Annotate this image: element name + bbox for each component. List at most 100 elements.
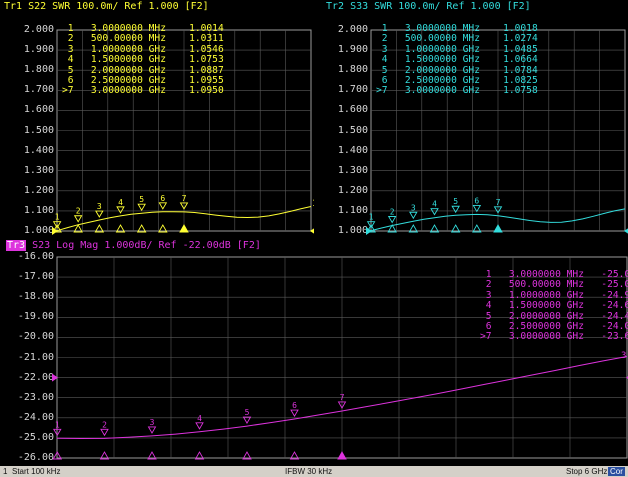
marker-table-row[interactable]: >7 3.0000000 GHz 1.0758 — [376, 85, 538, 97]
marker-1-stimulus-indicator[interactable] — [366, 224, 376, 233]
marker-table-row[interactable]: 6 2.5000000 GHz 1.0825 — [376, 75, 538, 87]
y-tick-label: 2.000 — [23, 24, 54, 35]
marker-table-row[interactable]: 4 1.5000000 GHz 1.0664 — [376, 54, 538, 66]
marker-4-triangle[interactable] — [195, 422, 204, 430]
marker-3-stimulus-indicator[interactable] — [94, 224, 105, 233]
marker-table-row[interactable]: 3 1.0000000 GHz 1.0485 — [376, 43, 538, 55]
marker-4-stimulus-indicator[interactable] — [194, 451, 205, 460]
marker-3-triangle[interactable] — [409, 211, 418, 220]
marker-table-row[interactable]: 2 500.00000 MHz -25.023 — [480, 279, 628, 291]
marker-table-row[interactable]: 2 500.00000 MHz 1.0274 — [376, 33, 538, 45]
marker-5-triangle[interactable] — [451, 205, 460, 214]
y-tick-label: -22.00 — [17, 371, 54, 383]
marker-1-label: 1 — [369, 213, 374, 222]
marker-table-row[interactable]: 5 2.0000000 GHz -24.413 — [480, 310, 628, 322]
marker-1-stimulus-indicator[interactable] — [52, 451, 63, 460]
marker-2-stimulus-indicator[interactable] — [387, 224, 397, 233]
marker-4-stimulus-indicator[interactable] — [115, 224, 126, 233]
marker-1-stimulus-indicator[interactable] — [52, 224, 62, 233]
marker-7-stimulus-indicator[interactable] — [179, 224, 189, 233]
trace3-pane[interactable]: Tr3 S23 Log Mag 1.000dB/ Ref -22.00dB [F… — [0, 240, 628, 466]
marker-1-triangle[interactable] — [52, 428, 62, 437]
trace-line — [370, 208, 626, 232]
reference-level-right-marker[interactable] — [624, 227, 628, 235]
marker-table-row[interactable]: 6 2.5000000 GHz 1.0955 — [62, 75, 224, 87]
trace3-marker-table: 1 3.0000000 MHz -25.019 2 500.00000 MHz … — [480, 269, 628, 343]
reference-level-left-marker[interactable] — [52, 373, 58, 382]
marker-table-row[interactable]: 4 1.5000000 GHz 1.0753 — [62, 54, 224, 66]
marker-5-triangle[interactable] — [242, 416, 252, 424]
trace1-plot[interactable]: 1 2 3 4 5 6 7 — [0, 0, 314, 240]
marker-table-row[interactable]: 1 3.0000000 MHz -25.019 — [480, 269, 628, 280]
marker-6-triangle[interactable] — [158, 202, 168, 210]
marker-5-stimulus-indicator[interactable] — [450, 224, 461, 233]
marker-table-row[interactable]: 3 1.0000000 GHz 1.0546 — [62, 43, 224, 55]
marker-table-row[interactable]: >7 3.0000000 GHz 1.0950 — [62, 85, 224, 97]
reference-level-left-marker[interactable] — [366, 227, 372, 235]
reference-level-right-marker[interactable] — [310, 227, 314, 235]
marker-2-stimulus-indicator[interactable] — [99, 451, 110, 460]
y-tick-label: 1.300 — [23, 164, 54, 176]
marker-2-label: 2 — [390, 207, 395, 216]
marker-6-triangle[interactable] — [472, 204, 482, 213]
y-tick-label: 1.900 — [23, 44, 54, 56]
trace3-plot[interactable]: 1 2 3 4 5 6 7 — [0, 240, 628, 466]
trace-line — [56, 356, 628, 440]
y-tick-label: -26.00 — [17, 452, 54, 463]
marker-3-stimulus-indicator[interactable] — [408, 224, 419, 233]
trace1-title[interactable]: Tr1 S22 SWR 100.0m/ Ref 1.000 [F2] — [4, 1, 209, 12]
marker-2-triangle[interactable] — [73, 215, 83, 223]
marker-2-triangle[interactable] — [100, 428, 109, 437]
marker-5-stimulus-indicator[interactable] — [242, 451, 252, 460]
trace2-plot[interactable]: 1 2 3 4 5 6 7 — [314, 0, 628, 240]
trace3-title-text: S23 Log Mag 1.000dB/ Ref -22.00dB [F2] — [26, 240, 261, 251]
marker-7-stimulus-indicator[interactable] — [337, 451, 347, 460]
trace3-title-badge[interactable]: Tr3 — [6, 240, 27, 251]
marker-4-triangle[interactable] — [430, 208, 439, 216]
marker-table-row[interactable]: 5 2.0000000 GHz 1.0887 — [62, 64, 224, 76]
start-frequency[interactable]: Start 100 kHz — [12, 467, 61, 476]
marker-4-stimulus-indicator[interactable] — [429, 224, 440, 233]
marker-table-row[interactable]: 5 2.0000000 GHz 1.0784 — [376, 64, 538, 76]
marker-2-triangle[interactable] — [387, 216, 397, 224]
y-tick-label: -19.00 — [17, 311, 54, 323]
marker-7-triangle[interactable] — [337, 401, 347, 409]
trace3-end-label: 3 — [621, 351, 627, 361]
marker-3-triangle[interactable] — [147, 426, 157, 434]
marker-4-label: 4 — [118, 198, 123, 207]
marker-6-stimulus-indicator[interactable] — [158, 224, 168, 233]
trace-line — [56, 206, 312, 232]
trace2-title[interactable]: Tr2 S33 SWR 100.0m/ Ref 1.000 [F2] — [326, 1, 531, 12]
stop-frequency[interactable]: Stop 6 GHz — [566, 467, 608, 476]
trace3-title[interactable]: Tr3 S23 Log Mag 1.000dB/ Ref -22.00dB [F… — [6, 240, 261, 251]
marker-1-triangle[interactable] — [366, 221, 376, 229]
marker-table-row[interactable]: 1 3.0000000 MHz 1.0014 — [62, 23, 224, 34]
ifbw-setting[interactable]: IFBW 30 kHz — [285, 467, 333, 476]
marker-7-triangle[interactable] — [179, 202, 189, 210]
marker-7-stimulus-indicator[interactable] — [493, 224, 503, 233]
marker-3-stimulus-indicator[interactable] — [147, 451, 157, 460]
marker-6-stimulus-indicator[interactable] — [289, 451, 300, 460]
trace1-pane[interactable]: Tr1 S22 SWR 100.0m/ Ref 1.000 [F2] 2.000… — [0, 0, 317, 240]
marker-5-stimulus-indicator[interactable] — [136, 224, 147, 233]
marker-6-stimulus-indicator[interactable] — [472, 224, 482, 233]
marker-table-row[interactable]: 2 500.00000 MHz 1.0311 — [62, 33, 224, 45]
marker-table-row[interactable]: 4 1.5000000 GHz -24.698 — [480, 300, 628, 312]
marker-table-row[interactable]: >7 3.0000000 GHz -23.661 — [480, 331, 628, 343]
status-bar: 1 Start 100 kHz IFBW 30 kHz Stop 6 GHz C… — [0, 466, 628, 477]
marker-table-row[interactable]: 6 2.5000000 GHz -24.062 — [480, 321, 628, 333]
correction-status-badge[interactable]: Cor — [608, 467, 625, 476]
marker-2-stimulus-indicator[interactable] — [73, 224, 83, 233]
trace2-pane[interactable]: Tr2 S33 SWR 100.0m/ Ref 1.000 [F2] 2.000… — [314, 0, 628, 240]
marker-table-row[interactable]: 3 1.0000000 GHz -24.902 — [480, 289, 628, 301]
y-tick-label: 1.200 — [23, 184, 54, 196]
marker-7-triangle[interactable] — [493, 206, 503, 214]
channel-number[interactable]: 1 — [3, 467, 8, 476]
marker-6-triangle[interactable] — [290, 409, 299, 417]
marker-1-triangle[interactable] — [52, 221, 62, 229]
reference-level-left-marker[interactable] — [52, 227, 58, 235]
marker-5-triangle[interactable] — [137, 203, 146, 212]
marker-table-row[interactable]: 1 3.0000000 MHz 1.0018 — [376, 23, 538, 34]
marker-4-triangle[interactable] — [116, 206, 125, 214]
marker-3-triangle[interactable] — [95, 210, 104, 218]
